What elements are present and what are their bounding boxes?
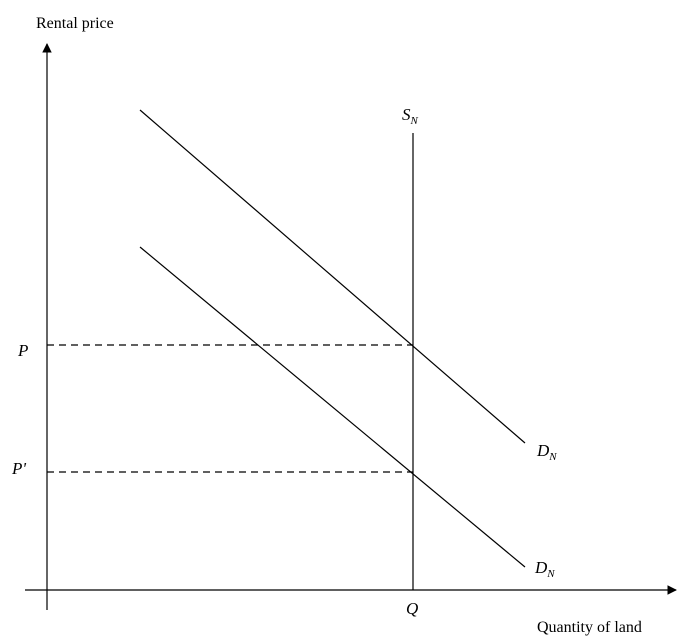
quantity-label: Q xyxy=(406,599,418,618)
label-sub: N xyxy=(548,451,557,463)
supply-label: SN xyxy=(402,105,419,127)
price-low-label: P' xyxy=(11,459,26,478)
demand-low-label: DN xyxy=(534,558,555,580)
demand-curve-high xyxy=(139,109,526,444)
label-sub: N xyxy=(410,115,419,127)
demand-curve-low xyxy=(139,246,526,568)
demand-high-label: DN xyxy=(536,441,557,463)
x-axis-label: Quantity of land xyxy=(537,619,642,636)
label-main: D xyxy=(534,558,548,577)
label-main: D xyxy=(536,441,550,460)
label-sub: N xyxy=(546,568,555,580)
label-main: S xyxy=(402,105,411,124)
price-high-label: P xyxy=(17,341,28,360)
y-axis-label: Rental price xyxy=(36,15,114,32)
